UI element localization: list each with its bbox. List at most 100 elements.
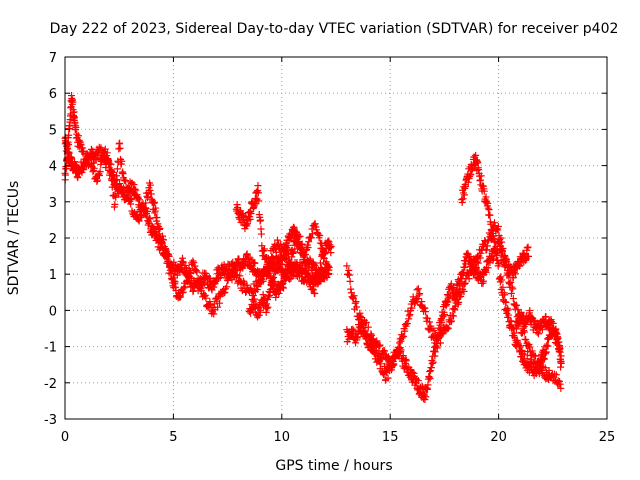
data-point <box>320 254 328 262</box>
data-point <box>270 278 278 286</box>
data-point <box>533 328 541 336</box>
data-point <box>276 261 284 269</box>
data-point <box>484 204 492 212</box>
data-point <box>505 280 513 288</box>
series-track-b <box>61 92 333 318</box>
data-point <box>468 263 476 271</box>
data-point <box>349 325 357 333</box>
data-point <box>152 204 160 212</box>
data-point <box>290 248 298 256</box>
data-point <box>349 293 357 301</box>
data-point <box>462 182 470 190</box>
data-point <box>202 294 210 302</box>
data-point <box>552 371 560 379</box>
data-point <box>377 353 385 361</box>
data-point <box>121 177 129 185</box>
data-point <box>523 244 531 252</box>
data-point <box>268 256 276 264</box>
data-point <box>223 283 231 291</box>
y-tick-label: -3 <box>44 413 57 428</box>
data-point <box>503 266 511 274</box>
data-point <box>180 284 188 292</box>
data-point <box>283 273 291 281</box>
data-point <box>221 288 229 296</box>
data-point <box>126 195 134 203</box>
data-point <box>116 144 124 152</box>
y-tick-label: 6 <box>49 87 57 102</box>
data-point <box>489 226 497 234</box>
data-point <box>526 307 534 315</box>
data-point <box>343 262 351 270</box>
data-point <box>438 318 446 326</box>
data-point <box>93 177 101 185</box>
data-point <box>288 253 296 261</box>
data-point <box>162 252 170 260</box>
data-point <box>282 267 290 275</box>
data-point <box>521 351 529 359</box>
data-point <box>292 229 300 237</box>
data-point <box>287 258 295 266</box>
data-point <box>311 290 319 298</box>
data-point <box>146 181 154 189</box>
data-point <box>512 270 520 278</box>
data-point <box>184 278 192 286</box>
data-point <box>426 375 434 383</box>
data-point <box>508 323 516 331</box>
data-point <box>140 206 148 214</box>
data-point <box>461 279 469 287</box>
data-point <box>193 268 201 276</box>
data-point <box>368 331 376 339</box>
data-point <box>414 295 422 303</box>
data-point <box>97 160 105 168</box>
data-point <box>324 237 332 245</box>
data-point <box>71 158 79 166</box>
data-point <box>90 164 98 172</box>
data-point <box>159 236 167 244</box>
data-point <box>150 199 158 207</box>
data-point <box>498 238 506 246</box>
data-point <box>122 183 130 191</box>
data-point <box>127 200 135 208</box>
data-point <box>195 276 203 284</box>
data-point <box>184 276 192 284</box>
data-point <box>316 232 324 240</box>
data-point <box>263 304 271 312</box>
data-point <box>401 327 409 335</box>
data-point <box>351 299 359 307</box>
data-point <box>544 342 552 350</box>
data-point <box>525 252 533 260</box>
data-point <box>324 262 332 270</box>
data-point <box>177 293 185 301</box>
data-point <box>144 194 152 202</box>
y-axis-label: SDTVAR / TECUs <box>6 181 22 296</box>
data-point <box>146 215 154 223</box>
data-point <box>509 324 517 332</box>
data-point <box>472 151 480 159</box>
data-point <box>137 211 145 219</box>
series-track-h <box>512 307 565 371</box>
data-point <box>447 318 455 326</box>
data-point <box>141 205 149 213</box>
data-point <box>254 189 262 197</box>
data-point <box>435 334 443 342</box>
data-point <box>399 333 407 341</box>
data-point <box>501 263 509 271</box>
data-point <box>479 277 487 285</box>
data-point <box>86 153 94 161</box>
data-point <box>474 259 482 267</box>
data-point <box>254 182 262 190</box>
data-point <box>423 314 431 322</box>
data-point <box>492 243 500 251</box>
data-point <box>483 246 491 254</box>
data-point <box>350 292 358 300</box>
data-point <box>362 319 370 327</box>
data-point <box>95 172 103 180</box>
data-point <box>308 275 316 283</box>
data-point <box>346 277 354 285</box>
data-point <box>513 301 521 309</box>
data-point <box>321 250 329 258</box>
data-point <box>216 299 224 307</box>
data-point <box>552 329 560 337</box>
data-point <box>460 191 468 199</box>
